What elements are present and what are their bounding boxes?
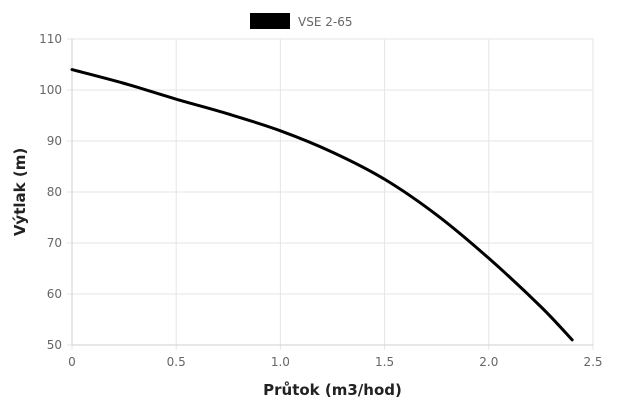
x-tick-label: 0 — [68, 355, 76, 369]
y-tick-label: 60 — [47, 287, 62, 301]
x-tick-label: 2.5 — [583, 355, 602, 369]
x-tick-label: 1.0 — [271, 355, 290, 369]
legend: VSE 2-65 — [250, 13, 352, 29]
legend-swatch — [250, 13, 290, 29]
legend-label: VSE 2-65 — [298, 15, 352, 29]
series-layer — [70, 68, 574, 342]
y-tick-label: 50 — [47, 338, 62, 352]
y-tick-label: 70 — [47, 236, 62, 250]
x-tick-label: 1.5 — [375, 355, 394, 369]
x-axis-ticks: 0 0.5 1.0 1.5 2.0 2.5 — [68, 355, 602, 369]
y-tick-label: 100 — [39, 83, 62, 97]
y-tick-label: 90 — [47, 134, 62, 148]
y-tick-label: 80 — [47, 185, 62, 199]
grid — [67, 38, 594, 350]
y-axis-ticks: 50 60 70 80 90 100 110 — [39, 32, 62, 352]
y-axis-title: Výtlak (m) — [11, 148, 29, 236]
x-axis-title: Průtok (m3/hod) — [263, 381, 402, 399]
x-tick-label: 2.0 — [479, 355, 498, 369]
y-tick-label: 110 — [39, 32, 62, 46]
x-tick-label: 0.5 — [167, 355, 186, 369]
series-line — [70, 68, 574, 342]
